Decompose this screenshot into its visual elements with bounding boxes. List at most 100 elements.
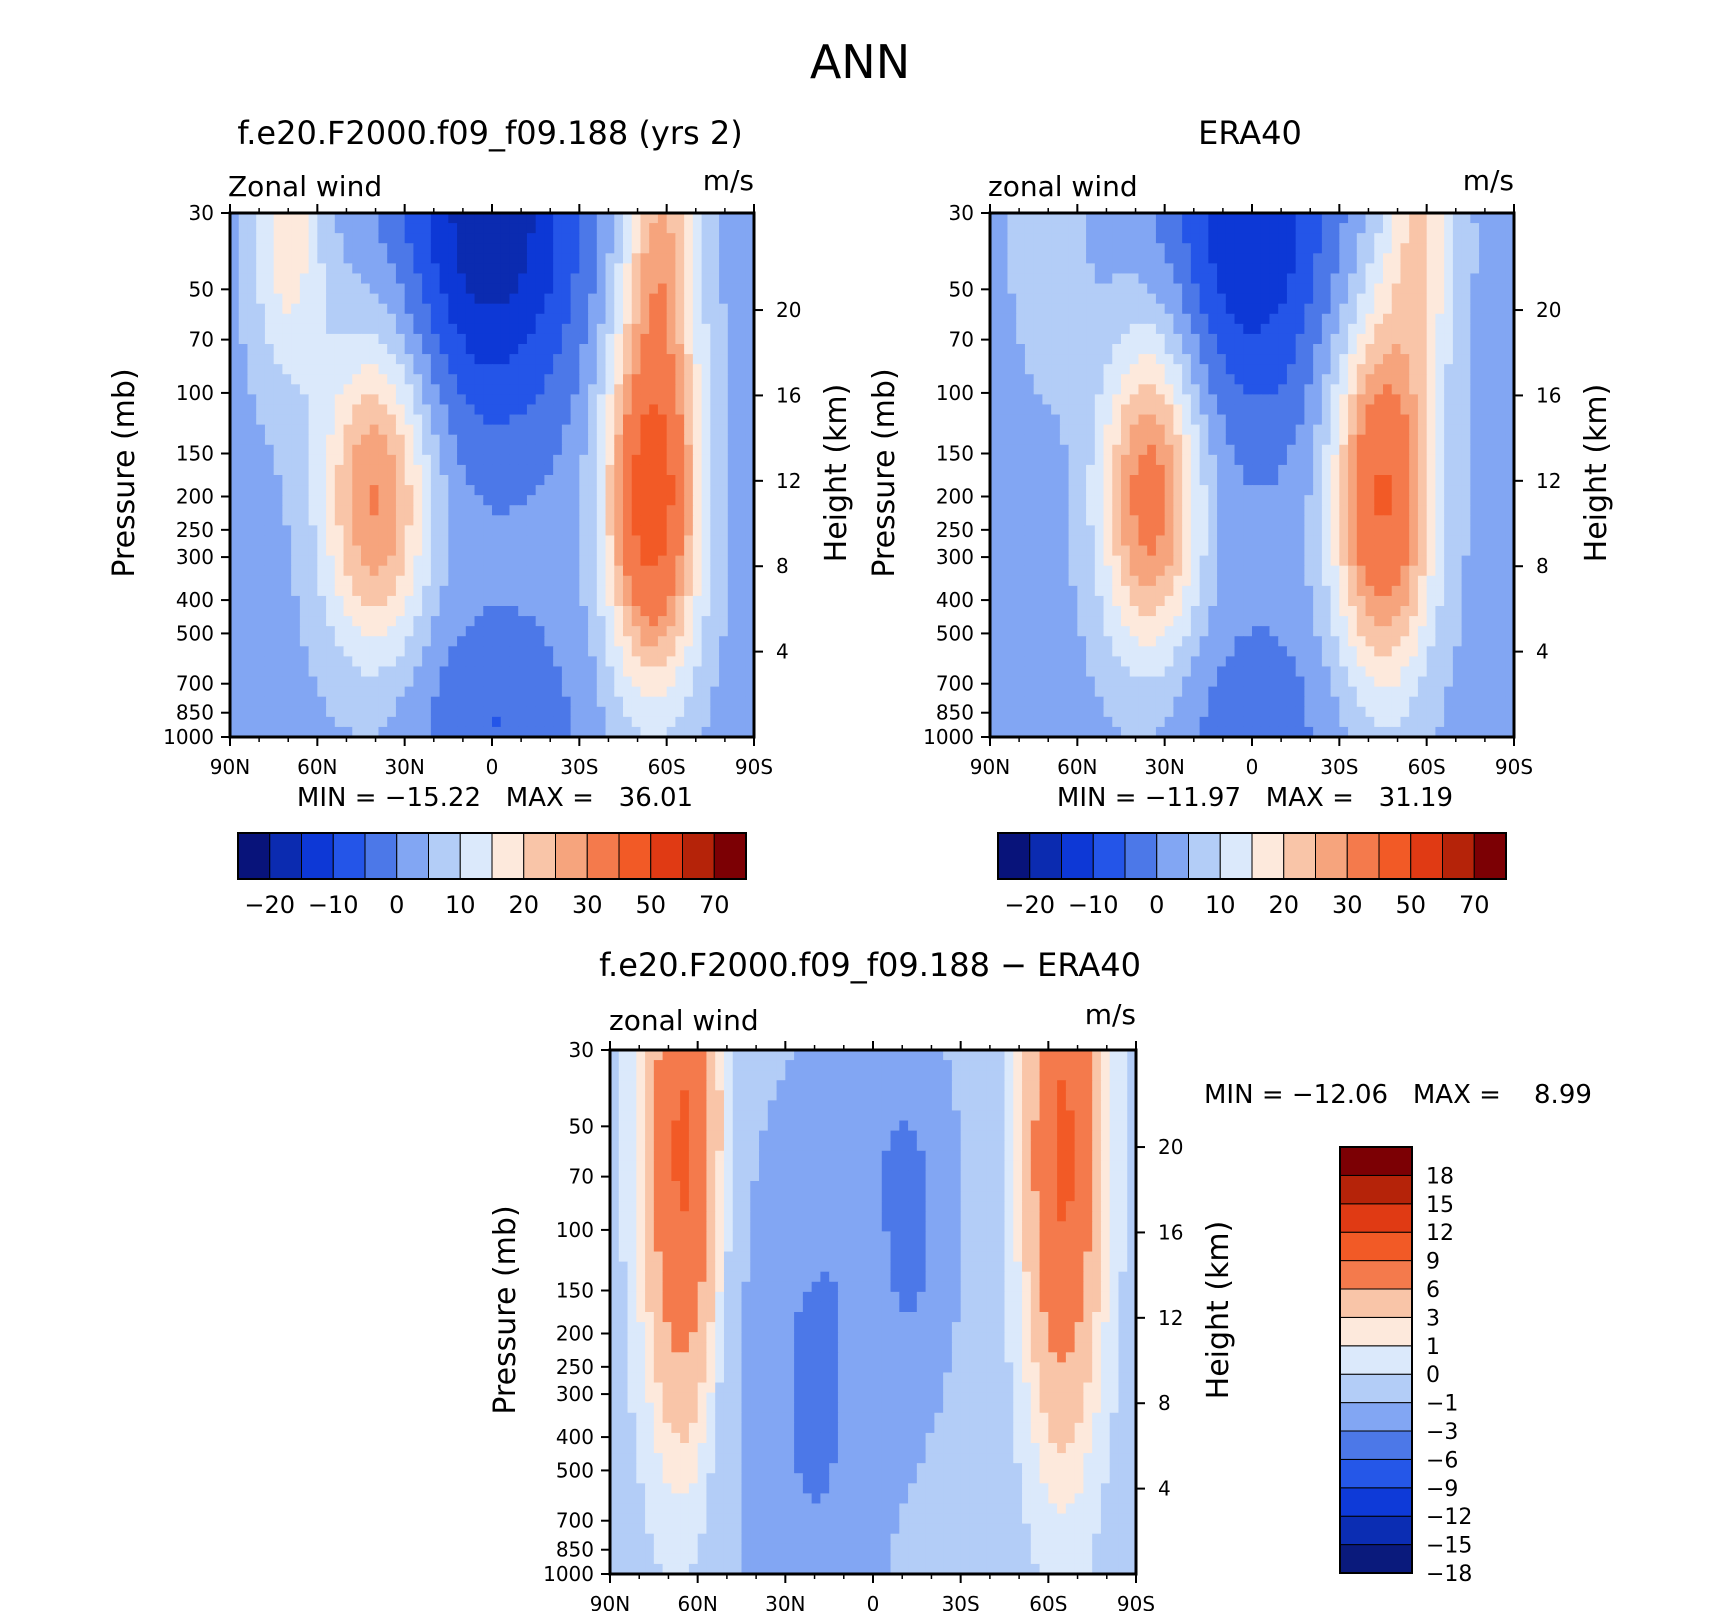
model-field-cell — [326, 505, 336, 516]
model-field-cell — [535, 444, 545, 456]
model-field-cell — [230, 575, 240, 587]
model-field-cell — [395, 686, 406, 698]
model-field-cell — [596, 374, 607, 385]
obs-field-cell — [1225, 344, 1236, 355]
model-field-cell — [561, 555, 572, 567]
model-field-cell — [588, 303, 598, 315]
model-field-cell — [448, 696, 458, 708]
model-field-cell — [535, 384, 545, 395]
model-field-cell — [596, 404, 607, 416]
obs-field-cell — [1094, 384, 1105, 395]
model-field-cell — [378, 404, 388, 416]
model-field-cell — [483, 293, 493, 305]
model-field-cell — [631, 434, 642, 446]
model-field-cell — [649, 384, 659, 395]
model-field-cell — [334, 485, 345, 496]
model-field-cell — [745, 344, 755, 355]
obs-field-cell — [1435, 213, 1445, 224]
obs-field-cell — [1260, 495, 1271, 506]
model-field-cell — [745, 333, 755, 345]
obs-field-cell — [1252, 303, 1262, 315]
obs-field-cell — [1024, 495, 1035, 506]
model-field-cell — [509, 525, 519, 537]
obs-field-cell — [1461, 454, 1471, 466]
obs-y-axis-title: Pressure (mb) — [867, 368, 902, 577]
model-field-cell — [474, 606, 484, 617]
model-field-cell — [649, 364, 659, 375]
model-field-cell — [430, 253, 441, 264]
model-field-cell — [710, 565, 720, 577]
model-field-cell — [640, 666, 650, 678]
obs-field-cell — [1103, 364, 1113, 375]
model-field-cell — [422, 303, 432, 315]
model-field-cell — [369, 515, 380, 526]
model-field-cell — [422, 444, 432, 456]
obs-field-cell — [1356, 323, 1367, 335]
model-field-cell — [509, 716, 519, 728]
obs-field-cell — [1356, 313, 1367, 325]
model-field-cell — [570, 636, 580, 647]
model-field-cell — [238, 313, 249, 325]
model-field-cell — [439, 263, 449, 275]
obs-field-cell — [1086, 495, 1096, 506]
model-field-cell — [657, 374, 668, 385]
model-field-cell — [561, 585, 572, 597]
model-field-cell — [395, 454, 406, 466]
model-field-cell — [247, 505, 257, 516]
model-field-cell — [500, 233, 511, 244]
obs-field-cell — [1138, 293, 1148, 305]
obs-field-cell — [1452, 364, 1463, 375]
model-field-cell — [448, 636, 458, 647]
model-field-cell — [614, 606, 624, 617]
model-field-cell — [238, 676, 249, 688]
obs-field-cell — [1059, 354, 1070, 365]
model-field-cell — [387, 626, 397, 637]
model-field-cell — [649, 706, 659, 718]
model-field-cell — [500, 706, 511, 718]
model-field-cell — [395, 505, 406, 516]
model-field-cell — [361, 666, 371, 678]
model-field-cell — [631, 394, 642, 406]
obs-field-cell — [1356, 434, 1367, 446]
obs-field-cell — [1269, 384, 1279, 395]
model-field-cell — [553, 404, 563, 416]
obs-field-cell — [1470, 233, 1480, 244]
obs-field-cell — [1103, 475, 1113, 486]
obs-field-cell — [1164, 283, 1174, 295]
obs-field-cell — [1286, 444, 1297, 456]
model-field-cell — [518, 424, 528, 436]
model-field-cell — [465, 374, 476, 385]
model-field-cell — [692, 706, 703, 718]
model-field-cell — [701, 374, 711, 385]
obs-field-cell — [1173, 394, 1183, 406]
model-field-cell — [230, 253, 240, 264]
model-field-cell — [334, 444, 345, 456]
model-field-cell — [492, 545, 502, 557]
model-field-cell — [535, 515, 545, 526]
model-field-cell — [692, 475, 703, 486]
model-field-cell — [623, 555, 633, 567]
model-field-cell — [448, 384, 458, 395]
obs-field-cell — [1024, 323, 1035, 335]
model-field-cell — [291, 535, 301, 547]
model-field-cell — [596, 505, 607, 516]
model-field-cell — [736, 444, 746, 456]
model-field-cell — [238, 716, 249, 728]
model-field-cell — [439, 595, 449, 607]
model-field-cell — [334, 253, 345, 264]
model-field-cell — [736, 344, 746, 355]
model-field-cell — [273, 233, 283, 244]
model-field-cell — [596, 323, 607, 335]
model-field-cell — [736, 626, 746, 637]
model-field-cell — [334, 344, 345, 355]
model-field-cell — [518, 263, 528, 275]
model-field-cell — [448, 656, 458, 668]
model-field-cell — [553, 656, 563, 668]
model-field-cell — [719, 636, 729, 647]
obs-field-cell — [1199, 303, 1209, 315]
obs-field-cell — [1444, 384, 1454, 395]
model-field-cell — [649, 696, 659, 708]
model-field-cell — [465, 364, 476, 375]
obs-field-cell — [1173, 414, 1183, 426]
model-field-cell — [282, 213, 292, 224]
